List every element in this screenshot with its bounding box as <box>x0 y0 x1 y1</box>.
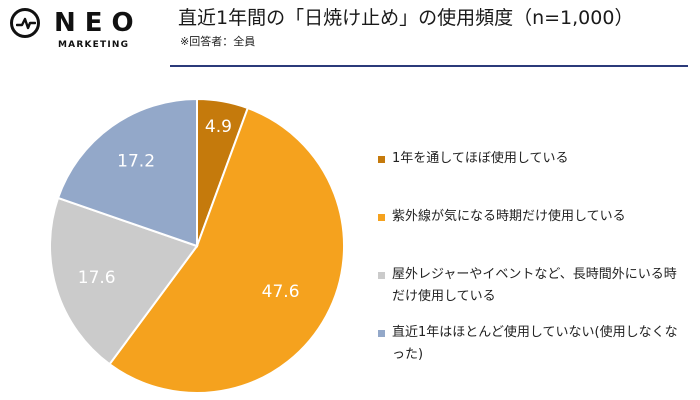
brand-logo: NEO MARKETING <box>10 8 170 56</box>
legend-label-2: 紫外線が気になる時期だけ使用している <box>392 209 626 224</box>
pie-slice-4-label: 17.2 <box>117 152 155 172</box>
pie-slice-3-label: 17.6 <box>78 268 116 288</box>
legend-item-4: 直近1年はほとんど使用していない(使用しなくなった) <box>378 322 688 366</box>
legend-swatch-1 <box>378 156 385 163</box>
chart-title: 直近1年間の「日焼け止め」の使用頻度（n=1,000） <box>178 7 634 29</box>
legend-swatch-4 <box>378 330 385 337</box>
logo-wordmark: NEO <box>54 8 143 38</box>
legend-label-1: 1年を通してほぼ使用している <box>392 151 569 166</box>
legend-swatch-2 <box>378 214 385 221</box>
pie-slice-2-label: 47.6 <box>262 282 300 302</box>
chart-subtitle: ※回答者：全員 <box>180 35 256 48</box>
pie-slice-3 <box>49 196 199 366</box>
pie-slice-2 <box>108 106 346 394</box>
legend-label-4: 直近1年はほとんど使用していない(使用しなくなった) <box>392 325 678 362</box>
legend-label-3: 屋外レジャーやイベントなど、長時間外にいる時だけ使用している <box>392 267 677 304</box>
title-divider <box>170 65 688 67</box>
logo-tagline: MARKETING <box>58 40 130 50</box>
pie-slice-4 <box>56 97 198 248</box>
pie-slice-1-label: 4.9 <box>205 117 232 137</box>
legend-item-2: 紫外線が気になる時期だけ使用している <box>378 206 688 228</box>
legend-item-3: 屋外レジャーやイベントなど、長時間外にいる時だけ使用している <box>378 264 688 308</box>
logo-pulse-icon <box>10 8 40 38</box>
legend-item-1: 1年を通してほぼ使用している <box>378 148 688 170</box>
legend-swatch-3 <box>378 272 385 279</box>
